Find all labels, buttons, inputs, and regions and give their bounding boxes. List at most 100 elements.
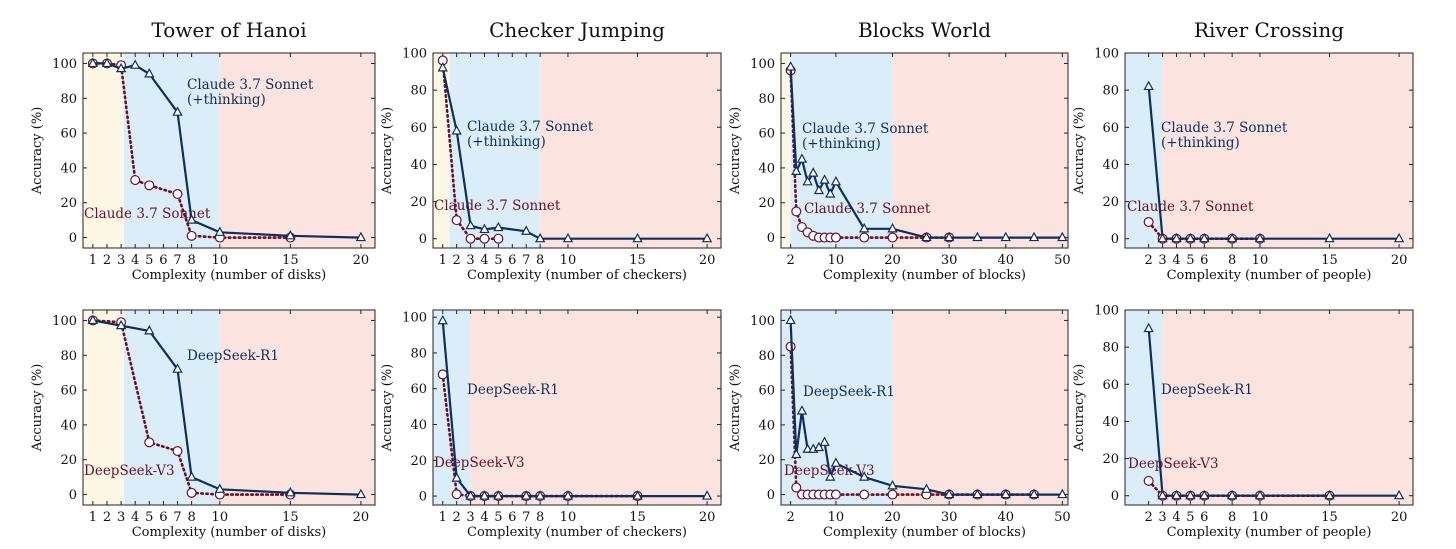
x-tick-label: 20 (699, 253, 716, 268)
x-tick-label: 3 (1158, 510, 1166, 525)
plot-frame (432, 52, 722, 249)
y-tick-label: 80 (1102, 84, 1119, 99)
data-point-triangle (1157, 232, 1168, 243)
data-point-circle (465, 233, 476, 244)
y-tick-label: 40 (758, 418, 775, 433)
data-point-triangle (1157, 489, 1168, 500)
chart-panel-3: 0 20 40 60 80 100 2 10 20 30 40 50 Blocks World Compl… (728, 18, 1071, 283)
y-tick-label: 20 (1102, 195, 1119, 210)
y-tick-label: 80 (1102, 341, 1119, 356)
x-tick-label: 15 (1321, 253, 1338, 268)
x-tick-label: 7 (173, 253, 181, 268)
complexity-zone (1125, 310, 1163, 505)
y-tick-label: 40 (758, 161, 775, 176)
y-tick-label: 0 (69, 231, 77, 246)
data-point-triangle (1185, 489, 1196, 500)
data-point-triangle (101, 57, 113, 68)
y-tick-label: 100 (52, 314, 77, 329)
data-point-triangle (791, 448, 802, 459)
x-tick-label: 2 (786, 253, 794, 268)
complexity-zone (83, 310, 124, 505)
data-point-triangle (1185, 232, 1196, 243)
data-point-triangle (825, 188, 836, 198)
x-tick-label: 7 (173, 510, 181, 525)
chart-panel-7: 0 20 40 60 80 100 2 10 20 30 40 50 Complexity (numbe… (728, 309, 1071, 540)
series-label-reasoning: Claude 3.7 Sonnet (+thinking) (187, 77, 314, 108)
x-axis-label: Complexity (number of blocks) (823, 525, 1026, 540)
data-point-triangle (921, 483, 932, 493)
x-tick-label: 4 (131, 253, 139, 268)
x-tick-label: 5 (494, 253, 502, 268)
data-point-triangle (465, 490, 476, 500)
y-tick-label: 100 (1094, 304, 1119, 319)
data-point-triangle (1171, 232, 1182, 243)
complexity-zone (781, 53, 791, 248)
data-point-triangle (144, 68, 155, 78)
x-tick-label: 8 (1228, 253, 1236, 268)
x-axis-label: Complexity (number of blocks) (823, 268, 1026, 283)
data-point-triangle (521, 225, 532, 235)
x-tick-label: 6 (508, 510, 516, 525)
x-tick-label: 5 (145, 510, 153, 525)
data-point-triangle (796, 153, 808, 163)
data-point-triangle (830, 457, 842, 467)
data-point-triangle (1028, 488, 1040, 499)
complexity-zone (470, 310, 721, 505)
data-point-triangle (437, 62, 448, 72)
series-line-reasoning (91, 62, 362, 239)
data-point-triangle (972, 231, 983, 242)
data-point-triangle (887, 479, 898, 490)
data-point-circle (144, 437, 155, 448)
series-label-reasoning: DeepSeek-R1 (803, 384, 895, 400)
x-tick-label: 8 (187, 253, 195, 268)
data-point-triangle (830, 175, 842, 186)
complexity-zone (433, 53, 450, 248)
x-tick-label: 2 (1145, 510, 1153, 525)
x-axis-label: Complexity (number of people) (1167, 268, 1372, 283)
data-point-triangle (130, 59, 141, 69)
x-tick-label: 2 (1145, 253, 1153, 268)
y-axis-label: Accuracy (%) (1072, 364, 1087, 453)
x-tick-label: 4 (1172, 510, 1180, 525)
data-point-triangle (355, 488, 367, 499)
complexity-zone (1125, 53, 1163, 248)
series-label-reasoning: DeepSeek-R1 (1161, 382, 1253, 398)
data-point-triangle (1226, 232, 1238, 243)
data-point-circle (186, 487, 197, 498)
data-point-triangle (808, 167, 819, 177)
data-point-circle (830, 489, 841, 500)
x-tick-label: 8 (536, 253, 544, 268)
data-point-triangle (1254, 489, 1266, 500)
x-tick-label: 10 (560, 510, 577, 525)
y-tick-label: 100 (750, 314, 775, 329)
complexity-zone (1162, 53, 1413, 248)
y-axis-label: Accuracy (%) (30, 364, 45, 453)
y-tick-label: 0 (1111, 232, 1119, 247)
y-tick-label: 0 (767, 231, 775, 246)
x-tick-label: 40 (997, 510, 1014, 525)
x-axis-label: Complexity (number of disks) (132, 525, 327, 540)
data-point-triangle (796, 405, 808, 415)
x-tick-label: 30 (941, 510, 958, 525)
chart-panel-5: 0 20 40 60 80 100 1 2 3 4 5 6 7 8 10 15 20 Complexity (nu… (30, 309, 376, 540)
y-axis-label: Accuracy (%) (380, 364, 395, 453)
data-point-circle (830, 232, 841, 243)
series-line-reasoning (441, 319, 709, 498)
data-point-triangle (943, 231, 955, 242)
data-point-triangle (172, 106, 183, 116)
series-line-reasoning (441, 66, 709, 240)
complexity-zone (219, 53, 375, 248)
x-axis-label: Complexity (number of disks) (132, 268, 327, 283)
x-tick-label: 7 (522, 510, 530, 525)
data-point-triangle (285, 486, 296, 497)
y-axis-label: Accuracy (%) (1072, 107, 1087, 196)
plot-frame (432, 309, 722, 506)
data-point-circle (130, 175, 141, 186)
x-axis-label: Complexity (number of people) (1167, 525, 1372, 540)
x-tick-label: 30 (941, 253, 958, 268)
y-tick-label: 80 (60, 92, 77, 107)
x-tick-label: 6 (159, 510, 167, 525)
data-point-triangle (437, 314, 448, 325)
x-tick-label: 5 (145, 253, 153, 268)
y-tick-label: 80 (758, 349, 775, 364)
